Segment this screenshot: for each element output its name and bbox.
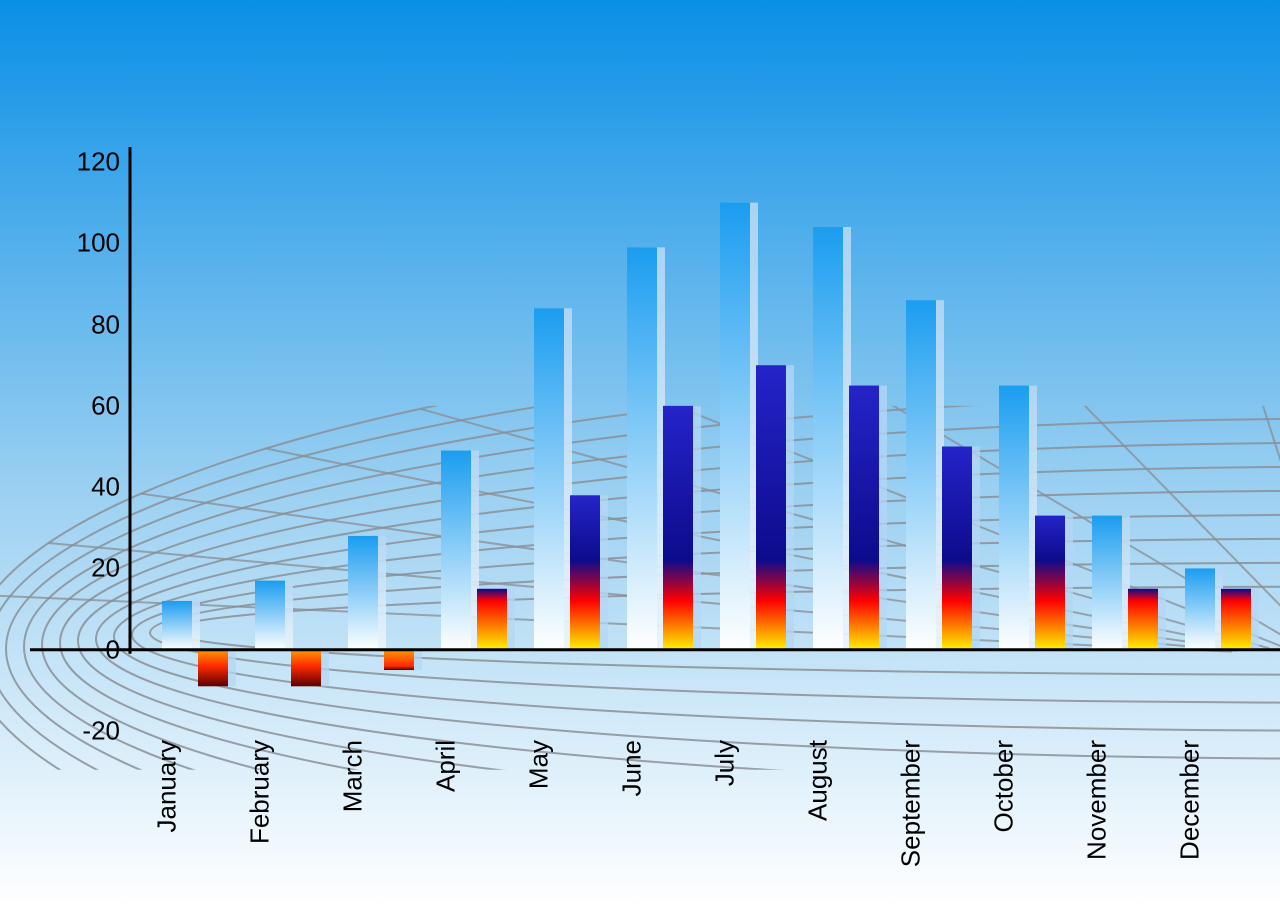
bar-series-b	[756, 365, 786, 650]
x-tick-label: January	[152, 740, 183, 833]
y-tick-label: 120	[20, 147, 120, 178]
bar-series-a	[906, 300, 936, 650]
bar-series-b	[849, 386, 879, 650]
bar-series-a	[348, 536, 378, 650]
bar-series-b	[570, 495, 600, 649]
bar-series-b	[663, 406, 693, 650]
bar-series-a	[255, 581, 285, 650]
bar-series-a	[1092, 516, 1122, 650]
monthly-chart: -20 0 20 40 60 80 100 120 January February March A…	[0, 0, 1280, 905]
x-tick-label: March	[338, 740, 369, 812]
bar-series-b	[384, 650, 414, 670]
x-tick-label: July	[710, 740, 741, 786]
x-tick-label: November	[1082, 740, 1113, 860]
bar-series-a	[720, 203, 750, 650]
bar-series-b	[1128, 589, 1158, 650]
x-tick-label: September	[896, 740, 927, 867]
bar-series-b	[1221, 589, 1251, 650]
bar-series-b	[477, 589, 507, 650]
y-tick-label: 40	[20, 472, 120, 503]
x-tick-label: December	[1175, 740, 1206, 860]
bar-series-a	[534, 308, 564, 649]
bar-series-b	[942, 447, 972, 650]
y-tick-label: 60	[20, 390, 120, 421]
x-tick-label: February	[245, 740, 276, 844]
bar-series-b	[198, 650, 228, 687]
bar-series-b	[1035, 516, 1065, 650]
y-tick-label: 100	[20, 228, 120, 259]
bar-series-b	[291, 650, 321, 687]
x-tick-label: June	[617, 740, 648, 796]
bar-series-a	[627, 247, 657, 649]
x-tick-label: April	[431, 740, 462, 792]
y-tick-label: 0	[20, 634, 120, 665]
y-tick-label: 20	[20, 553, 120, 584]
x-tick-label: October	[989, 740, 1020, 833]
bar-series-a	[441, 451, 471, 650]
x-tick-label: May	[524, 740, 555, 789]
bar-series-a	[999, 386, 1029, 650]
bar-series-a	[813, 227, 843, 650]
y-tick-label: 80	[20, 309, 120, 340]
bar-series-a	[1185, 568, 1215, 649]
x-tick-label: August	[803, 740, 834, 821]
y-tick-label: -20	[20, 716, 120, 747]
bar-series-a	[162, 601, 192, 650]
